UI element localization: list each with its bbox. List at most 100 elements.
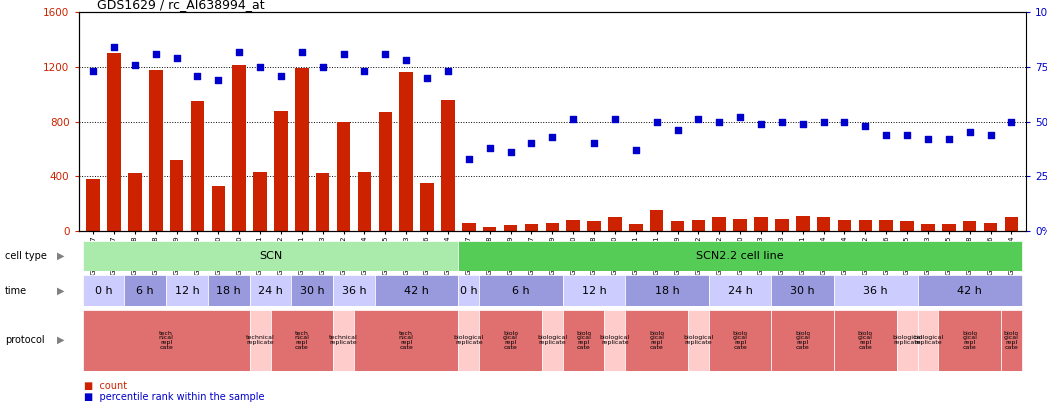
Bar [834, 310, 896, 371]
Point [857, 123, 874, 129]
Text: 24 h: 24 h [728, 286, 753, 296]
Text: time: time [5, 286, 27, 296]
Bar [796, 216, 809, 231]
Bar [671, 221, 685, 231]
Bar [107, 53, 120, 231]
Bar [859, 220, 872, 231]
Bar [208, 275, 249, 306]
Bar [733, 219, 747, 231]
Text: tech
nical
repl
cate: tech nical repl cate [399, 331, 414, 350]
Bar [834, 275, 917, 306]
Text: 12 h: 12 h [175, 286, 199, 296]
Point [127, 62, 143, 68]
Text: biolo
gical
repl
cate: biolo gical repl cate [795, 331, 810, 350]
Point [940, 136, 957, 142]
Bar [149, 70, 162, 231]
Bar [270, 310, 333, 371]
Point [440, 68, 456, 75]
Bar [1005, 217, 1019, 231]
Point [732, 114, 749, 120]
Point [982, 131, 999, 138]
Point [293, 48, 310, 55]
Bar [83, 310, 249, 371]
Bar [688, 310, 709, 371]
Text: biolo
gical
repl
cate: biolo gical repl cate [857, 331, 873, 350]
Point [85, 68, 102, 75]
Point [606, 116, 623, 123]
Bar [608, 217, 622, 231]
Text: 30 h: 30 h [790, 286, 815, 296]
Bar [249, 310, 270, 371]
Bar [587, 221, 601, 231]
Text: ■  count: ■ count [84, 381, 127, 390]
Text: biolo
gical
repl
cate: biolo gical repl cate [962, 331, 977, 350]
Text: SCN2.2 cell line: SCN2.2 cell line [696, 251, 784, 261]
Bar [562, 310, 604, 371]
Point [961, 129, 978, 136]
Point [795, 120, 811, 127]
Bar [921, 224, 935, 231]
Bar [938, 310, 1001, 371]
Text: ▶: ▶ [57, 251, 65, 261]
Bar [566, 220, 580, 231]
Text: 36 h: 36 h [341, 286, 366, 296]
Bar [249, 275, 291, 306]
Bar [399, 72, 413, 231]
Text: biological
replicate: biological replicate [913, 335, 943, 345]
Text: GDS1629 / rc_AI638994_at: GDS1629 / rc_AI638994_at [97, 0, 265, 11]
Point [169, 55, 185, 61]
Text: biological
replicate: biological replicate [600, 335, 630, 345]
Text: biological
replicate: biological replicate [684, 335, 713, 345]
Point [482, 145, 498, 151]
Bar [1001, 310, 1022, 371]
Text: 0 h: 0 h [95, 286, 112, 296]
Text: ■  percentile rank within the sample: ■ percentile rank within the sample [84, 392, 264, 402]
Point [585, 140, 602, 147]
Bar [838, 220, 851, 231]
Point [503, 149, 519, 156]
Bar [625, 275, 709, 306]
Bar [879, 220, 893, 231]
Point [148, 51, 164, 57]
Bar [166, 275, 208, 306]
Point [356, 68, 373, 75]
Bar [650, 210, 664, 231]
Bar [274, 111, 288, 231]
Point [627, 147, 644, 153]
Point [669, 127, 686, 134]
Bar [232, 66, 246, 231]
Text: biological
replicate: biological replicate [537, 335, 567, 345]
Bar [462, 223, 475, 231]
Point [711, 118, 728, 125]
Text: biolo
gical
repl
cate: biolo gical repl cate [649, 331, 664, 350]
Bar [900, 221, 914, 231]
Point [690, 116, 707, 123]
Point [190, 72, 206, 79]
Bar [984, 223, 998, 231]
Bar [295, 68, 309, 231]
Text: 0 h: 0 h [460, 286, 477, 296]
Bar [562, 275, 625, 306]
Bar [459, 241, 1022, 271]
Point [335, 51, 352, 57]
Text: cell type: cell type [5, 251, 47, 261]
Text: biolo
gical
repl
cate: biolo gical repl cate [1004, 331, 1019, 350]
Bar [379, 112, 393, 231]
Text: biological
replicate: biological replicate [892, 335, 922, 345]
Bar [483, 227, 496, 231]
Bar [712, 217, 726, 231]
Text: 6 h: 6 h [136, 286, 154, 296]
Text: 18 h: 18 h [654, 286, 680, 296]
Bar [480, 310, 542, 371]
Bar [191, 101, 204, 231]
Text: biological
replicate: biological replicate [453, 335, 484, 345]
Bar [333, 310, 354, 371]
Point [524, 140, 540, 147]
Bar [917, 310, 938, 371]
Point [648, 118, 665, 125]
Bar [316, 173, 330, 231]
Bar [170, 160, 183, 231]
Point [419, 75, 436, 81]
Bar [896, 310, 917, 371]
Point [753, 120, 770, 127]
